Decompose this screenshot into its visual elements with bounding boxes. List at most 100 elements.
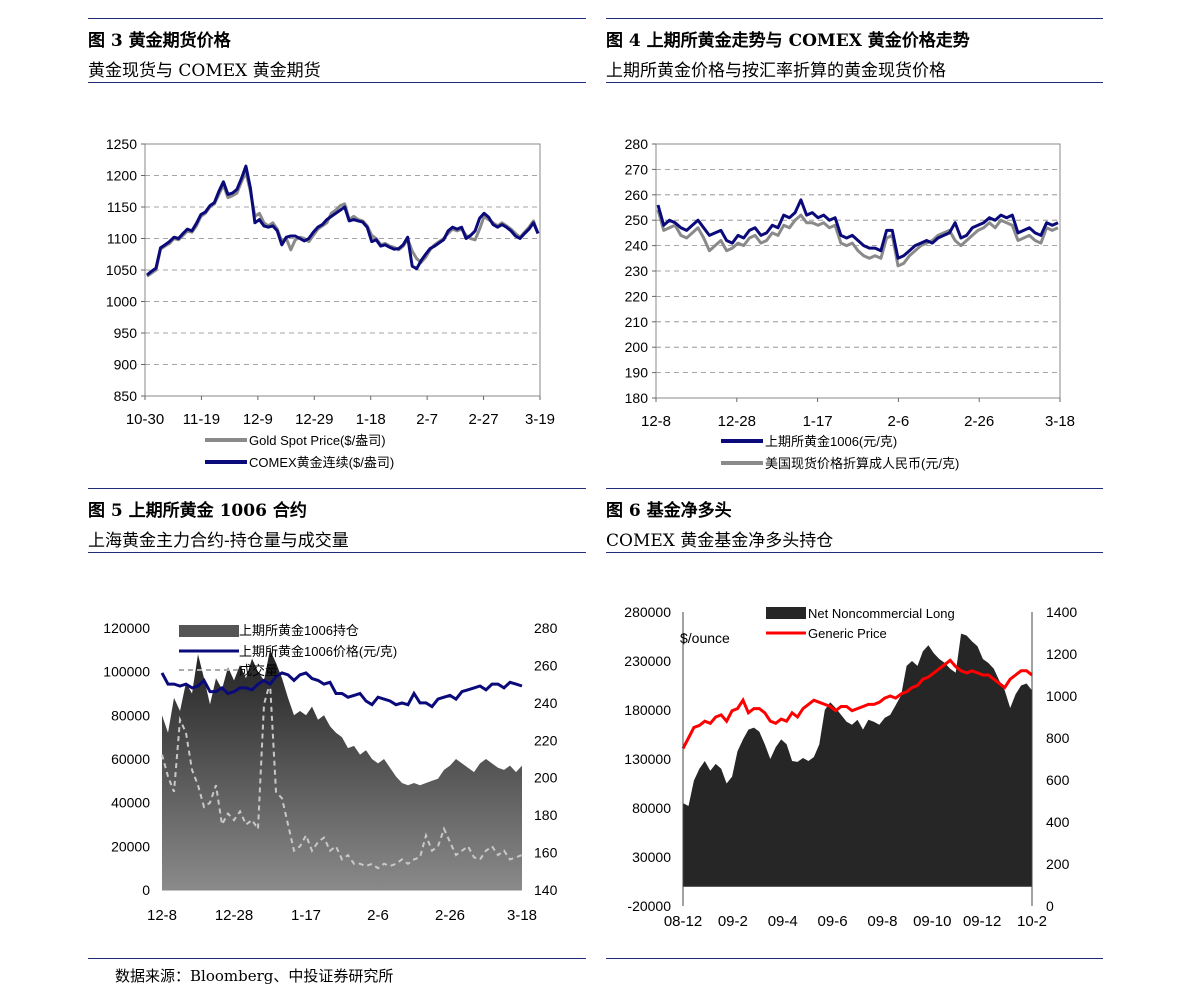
x-tick-label: 12-8 xyxy=(641,413,671,430)
y-tick-label: 130000 xyxy=(624,751,671,767)
panel-sub-rule xyxy=(606,82,1103,83)
y-tick-label: 280000 xyxy=(624,604,671,620)
y2-tick-label: 180 xyxy=(534,807,558,823)
footer-rule-right xyxy=(606,958,1103,959)
y-tick-label: 230000 xyxy=(624,653,671,669)
x-tick-label: 12-9 xyxy=(243,411,273,428)
y-tick-label: 20000 xyxy=(111,838,150,854)
y-tick-label: 180 xyxy=(625,390,649,406)
chart-3: 0 20000 40000 60000 80000 100000 120000 140 160 1… xyxy=(103,620,558,924)
x-tick-label: 2-6 xyxy=(888,413,910,430)
y-tick-label: 260 xyxy=(625,187,649,203)
x-tick-label: 10-30 xyxy=(126,411,164,428)
y-tick-label: 220 xyxy=(625,288,649,304)
x-tick-label: 2-7 xyxy=(416,411,438,428)
legend-label: 上期所黄金1006(元/克) xyxy=(765,434,897,449)
panel-subtitle: COMEX 黄金基金净多头持仓 xyxy=(606,531,834,551)
series-line xyxy=(146,164,540,277)
y2-tick-label: 1200 xyxy=(1046,646,1077,662)
y-tick-label: 180000 xyxy=(624,702,671,718)
y-tick-label: 100000 xyxy=(103,664,150,680)
series-line xyxy=(160,671,523,709)
x-tick-label: 12-28 xyxy=(215,907,253,924)
x-tick-label: 12-28 xyxy=(718,413,756,430)
y-tick-label: 280 xyxy=(625,136,649,152)
x-tick-label: 11-19 xyxy=(183,411,220,428)
y-tick-label: 900 xyxy=(114,357,138,373)
legend-label: 美国现货价格折算成人民币(元/克) xyxy=(765,456,959,471)
x-tick-label: 2-26 xyxy=(435,907,465,924)
panel-shfe-1006-contract: 图 5 上期所黄金 1006 合约 上海黄金主力合约-持仓量与成交量 xyxy=(88,488,586,928)
y-tick-label: 80000 xyxy=(632,800,671,816)
y-tick-label: 60000 xyxy=(111,751,150,767)
y-tick-label: 1100 xyxy=(107,231,137,247)
y-tick-label: 230 xyxy=(625,263,649,279)
y2-tick-label: 240 xyxy=(534,695,558,711)
x-tick-label: 2-6 xyxy=(367,907,389,924)
y2-tick-label: 600 xyxy=(1046,772,1070,788)
x-tick-label: 09-4 xyxy=(768,913,798,926)
x-tick-label: 3-18 xyxy=(507,907,537,924)
legend-label: Gold Spot Price($/盎司) xyxy=(249,433,386,448)
x-tick-label: 1-18 xyxy=(356,411,386,428)
x-tick-label: 3-18 xyxy=(1045,413,1075,430)
legend-label: Net Noncommercial Long xyxy=(808,606,955,621)
y2-tick-label: 200 xyxy=(534,770,558,786)
y-tick-label: 1250 xyxy=(106,136,137,152)
series-line xyxy=(681,658,1033,750)
y-tick-label: 0 xyxy=(142,882,150,898)
y-tick-label: 250 xyxy=(625,212,649,228)
panel-title: 图 5 上期所黄金 1006 合约 xyxy=(88,501,307,521)
y2-tick-label: 0 xyxy=(1046,898,1054,914)
y2-tick-label: 800 xyxy=(1046,730,1070,746)
x-tick-label: 08-12 xyxy=(664,913,702,926)
x-tick-label: 09-6 xyxy=(818,913,848,926)
y-tick-label: 1200 xyxy=(106,168,137,184)
chart-1: 850 900 950 1000 1050 1100 1150 1200 1250 10-30 11… xyxy=(106,136,555,470)
series-dashed xyxy=(161,682,523,870)
y-tick-label: 210 xyxy=(625,314,649,330)
panel-title: 图 3 黄金期货价格 xyxy=(88,31,231,51)
panel-gold-futures: 图 3 黄金期货价格 黄金现货与 COMEX 黄金期货 xyxy=(88,18,586,478)
legend-label: 成交量 xyxy=(239,663,278,678)
y2-tick-label: 220 xyxy=(534,732,558,748)
y2-tick-label: 260 xyxy=(534,657,558,673)
y-tick-label: 950 xyxy=(114,325,138,341)
x-tick-label: 2-26 xyxy=(964,413,994,430)
panel-title: 图 6 基金净多头 xyxy=(606,501,732,521)
legend-label: Generic Price xyxy=(808,626,887,641)
panel-subtitle: 黄金现货与 COMEX 黄金期货 xyxy=(88,61,321,81)
y-tick-label: 40000 xyxy=(111,795,150,811)
y2-tick-label: 280 xyxy=(534,620,558,636)
y2-tick-label: 200 xyxy=(1046,856,1070,872)
y-tick-label: 190 xyxy=(625,365,649,381)
x-tick-label: 12-8 xyxy=(147,907,177,924)
series-area xyxy=(162,649,522,890)
legend-swatch xyxy=(179,625,239,637)
series-area xyxy=(683,633,1032,887)
y2-tick-label: 400 xyxy=(1046,814,1070,830)
chart-2: 180 190 200 210 220 230 240 250 260 270 280 12-8 12-… xyxy=(625,136,1075,471)
x-tick-label: 1-17 xyxy=(291,907,321,924)
panel-title: 图 4 上期所黄金走势与 COMEX 黄金价格走势 xyxy=(606,31,970,51)
y-tick-label: -20000 xyxy=(627,898,671,914)
x-tick-label: 1-17 xyxy=(803,413,833,430)
panel-sub-rule xyxy=(88,82,586,83)
panel-subtitle: 上期所黄金价格与按汇率折算的黄金现货价格 xyxy=(606,61,946,81)
y-tick-label: 1000 xyxy=(106,294,137,310)
legend-swatch xyxy=(766,607,806,619)
y-tick-label: 1050 xyxy=(106,262,137,278)
panel-subtitle: 上海黄金主力合约-持仓量与成交量 xyxy=(88,531,349,551)
y-tick-label: 120000 xyxy=(103,620,150,636)
panel-sub-rule xyxy=(88,552,586,553)
y2-tick-label: 160 xyxy=(534,845,558,861)
chart-4: -20000 30000 80000 130000 180000 230000 280000… xyxy=(624,604,1077,926)
x-tick-label: 09-8 xyxy=(867,913,897,926)
series-line xyxy=(656,209,1059,268)
y-tick-label: 240 xyxy=(625,238,649,254)
x-tick-label: 2-27 xyxy=(469,411,499,428)
y2-tick-label: 1400 xyxy=(1046,604,1077,620)
y-tick-label: 850 xyxy=(114,388,138,404)
legend-label: 上期所黄金1006持仓 xyxy=(239,623,359,638)
y2-axis-unit: $/ounce xyxy=(680,630,730,646)
